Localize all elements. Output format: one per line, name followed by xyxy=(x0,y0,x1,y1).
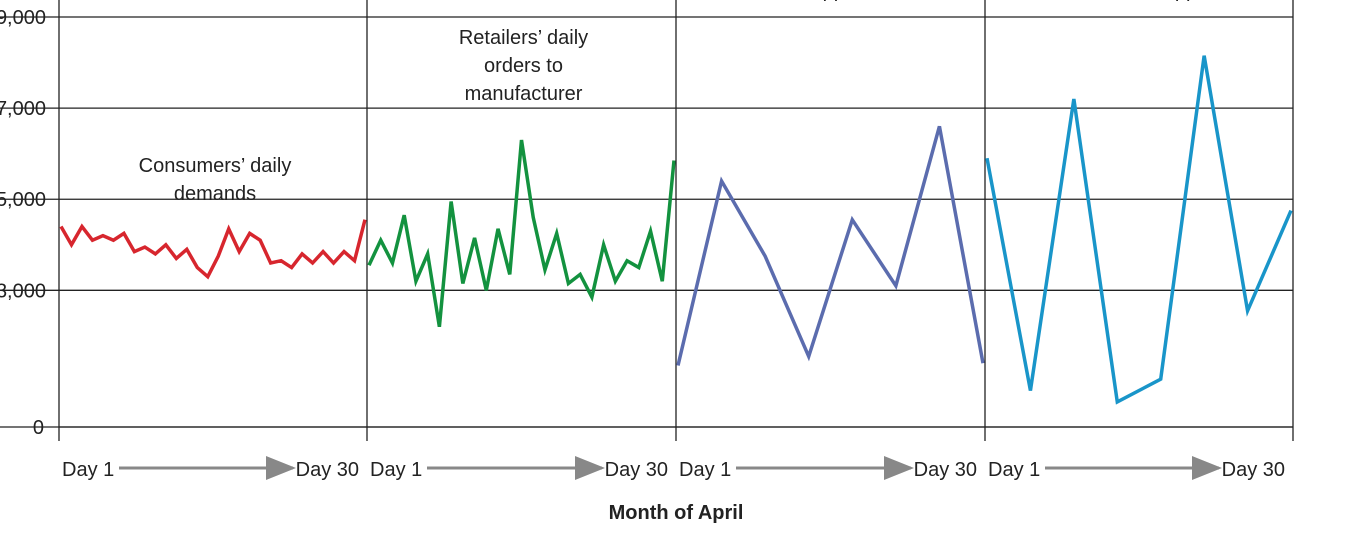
y-tick-label: 3,000 xyxy=(0,280,46,302)
x-tick-label: Day 1 xyxy=(62,459,114,481)
data-line xyxy=(985,55,1293,405)
x-tick-label: Day 30 xyxy=(605,459,668,481)
y-tick-label: 5,000 xyxy=(0,189,46,211)
panel-title: orders to xyxy=(484,55,563,77)
x-tick-label: Day 30 xyxy=(296,459,359,481)
panel-title: demands xyxy=(174,183,256,205)
data-line xyxy=(676,125,985,366)
data-line xyxy=(367,139,676,328)
x-tick-label: Day 1 xyxy=(370,459,422,481)
data-line xyxy=(59,219,367,280)
panel-title: supplier xyxy=(801,0,871,2)
x-tick-label: Day 30 xyxy=(914,459,977,481)
panel-title: Consumers’ daily xyxy=(139,155,292,177)
panel-title: manufacturer xyxy=(465,83,583,105)
x-tick-label: Day 1 xyxy=(679,459,731,481)
x-tick-label: Day 30 xyxy=(1222,459,1285,481)
x-axis-label: Month of April xyxy=(609,502,744,524)
panel-title: Retailers’ daily xyxy=(459,27,588,49)
y-tick-label: 9,000 xyxy=(0,7,46,29)
y-tick-label: 0 xyxy=(33,417,44,439)
panel-title: cardboard supplier xyxy=(1058,0,1224,2)
y-tick-label: 7,000 xyxy=(0,98,46,120)
x-tick-label: Day 1 xyxy=(988,459,1040,481)
